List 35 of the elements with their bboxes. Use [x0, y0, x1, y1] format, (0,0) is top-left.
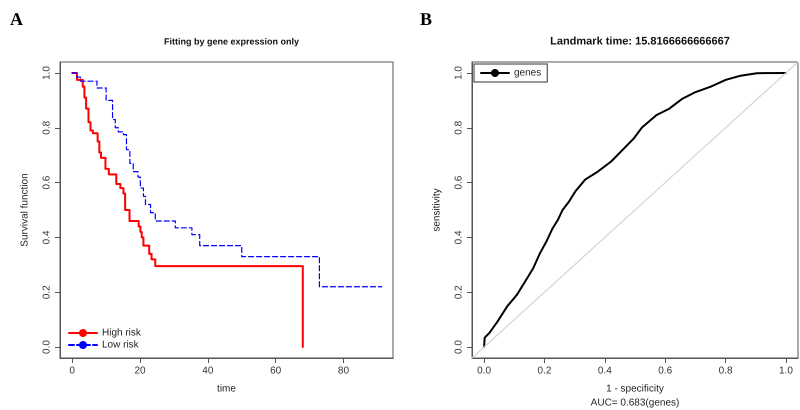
y-tick-label: 0.4 [454, 230, 464, 244]
y-tick-label: 0.0 [42, 340, 52, 354]
chart-title: Fitting by gene expression only [164, 36, 300, 46]
y-tick-label: 0.8 [42, 120, 52, 135]
y-tick-label: 0.2 [454, 284, 464, 300]
x-tick-label: 1.0 [778, 366, 794, 376]
x-tick-label: 0.6 [658, 366, 673, 376]
chart-title: Landmark time: 15.8166666666667 [550, 36, 730, 48]
y-tick-label: 1.0 [454, 66, 464, 80]
y-tick-label: 0.4 [42, 230, 52, 244]
x-tick-label: 80 [338, 366, 350, 376]
x-tick-label: 60 [270, 366, 282, 376]
text: AUC= 0.683(genes) [590, 398, 680, 408]
text: A [10, 9, 23, 29]
x-tick-label: 40 [202, 366, 214, 376]
y-tick-label: 0.6 [454, 175, 464, 190]
legend-label: genes [514, 68, 542, 78]
y-axis-title: Survival function [20, 173, 30, 247]
x-axis-title: 1 - specificity [606, 384, 664, 394]
y-tick-label: 0.2 [42, 284, 52, 300]
legend-label: High risk [102, 328, 142, 338]
y-tick-label: 0.6 [42, 175, 52, 190]
y-tick-label: 1.0 [42, 66, 52, 80]
y-tick-label: 0.0 [454, 340, 464, 354]
text: B [420, 9, 432, 29]
x-tick-label: 0.0 [477, 366, 492, 376]
x-tick-label: 0.8 [718, 366, 733, 376]
legend-label: Low risk [102, 340, 140, 350]
x-tick-label: 20 [134, 366, 146, 376]
x-tick-label: 0 [69, 366, 76, 376]
y-tick-label: 0.8 [454, 120, 464, 135]
y-axis-title: sensitivity [432, 188, 442, 232]
x-tick-label: 0.4 [598, 366, 612, 376]
x-axis-title: time [217, 384, 236, 394]
x-tick-label: 0.2 [537, 366, 552, 376]
